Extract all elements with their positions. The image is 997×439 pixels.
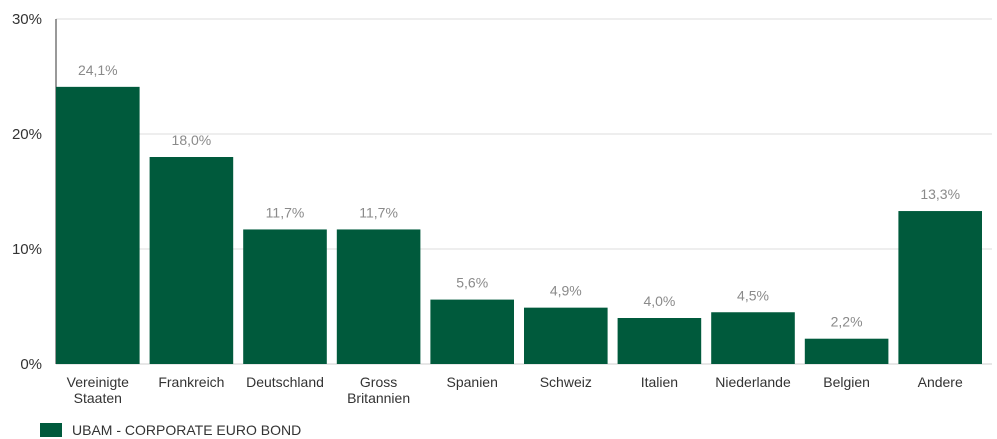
bar <box>149 157 234 364</box>
bars <box>56 86 982 364</box>
x-category-label: Andere <box>918 374 963 390</box>
y-tick-label: 30% <box>12 11 42 28</box>
x-category-label: Frankreich <box>158 374 224 390</box>
legend: UBAM - CORPORATE EURO BOND <box>40 422 301 438</box>
data-label: 18,0% <box>172 132 212 148</box>
y-tick-label: 20% <box>12 126 42 143</box>
bar <box>336 229 421 364</box>
data-label: 4,9% <box>550 283 582 299</box>
x-category-label: Britannien <box>347 390 410 406</box>
x-category-label: Italien <box>641 374 678 390</box>
x-category-label: Gross <box>360 374 397 390</box>
data-labels: 24,1% 18,0% 11,7% 11,7% 5,6% 4,9% 4,0% 4,5% 2,2%… <box>78 62 960 330</box>
x-category-label: Schweiz <box>540 374 592 390</box>
data-label: 13,3% <box>920 186 960 202</box>
data-label: 4,0% <box>643 293 675 309</box>
y-axis-tick-labels: 0% 10% 20% 30% <box>12 11 42 373</box>
bar <box>243 229 327 364</box>
y-tick-label: 10% <box>12 241 42 258</box>
data-label: 2,2% <box>831 314 863 330</box>
y-tick-label: 0% <box>20 356 42 373</box>
data-label: 5,6% <box>456 275 488 291</box>
data-label: 11,7% <box>266 204 305 220</box>
bar <box>898 211 982 364</box>
data-label: 11,7% <box>359 204 398 220</box>
x-category-label: Spanien <box>447 374 498 390</box>
x-category-label: Staaten <box>74 390 122 406</box>
x-category-label: Belgien <box>823 374 870 390</box>
bar <box>56 86 140 364</box>
x-category-label: Deutschland <box>246 374 324 390</box>
bar <box>711 312 795 364</box>
x-category-label: Vereinigte <box>67 374 129 390</box>
data-label: 4,5% <box>737 287 769 303</box>
bar <box>617 318 702 364</box>
bar-chart: 0% 10% 20% 30% 24,1% 18,0% 11,7% 11,7% 5,6% 4,9%… <box>12 11 992 406</box>
legend-label: UBAM - CORPORATE EURO BOND <box>72 422 302 438</box>
legend-swatch <box>40 423 62 437</box>
x-category-label: Niederlande <box>715 374 791 390</box>
bar <box>524 307 608 364</box>
data-label: 24,1% <box>78 62 118 78</box>
bar <box>804 338 889 364</box>
bar <box>430 299 514 364</box>
